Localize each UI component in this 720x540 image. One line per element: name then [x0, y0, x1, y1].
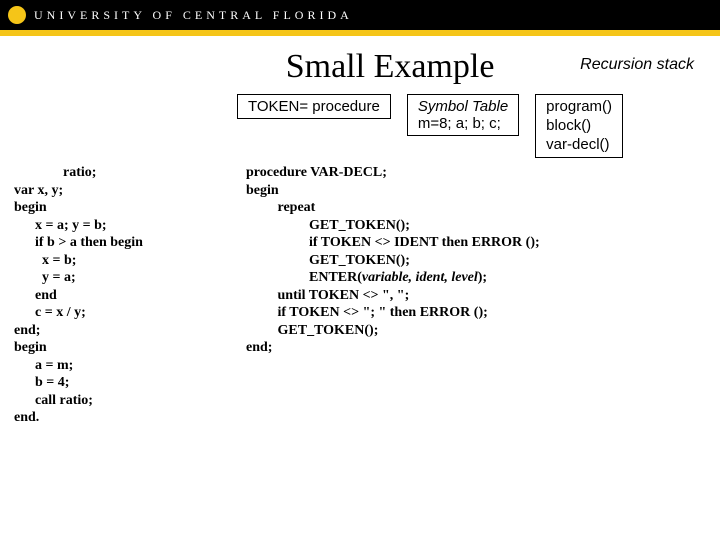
left-code-block: ratio;var x, y;begin x = a; y = b; if b …: [14, 164, 214, 427]
page-title: Small Example: [286, 48, 495, 86]
right-code-text: procedure VAR-DECL;begin repeat GET_TOKE…: [246, 165, 540, 355]
symbol-table-row: m=8; a; b; c;: [418, 115, 508, 132]
university-name: UNIVERSITY OF CENTRAL FLORIDA: [34, 8, 353, 23]
stack-box: program() block() var-decl(): [535, 94, 623, 158]
stack-item: var-decl(): [546, 136, 612, 155]
pegasus-icon: [8, 6, 26, 24]
title-row: Small Example Recursion stack: [0, 36, 720, 94]
symbol-table-box: Symbol Table m=8; a; b; c;: [407, 94, 519, 136]
stack-item: block(): [546, 117, 612, 136]
boxes-row: TOKEN= procedure Symbol Table m=8; a; b;…: [0, 94, 720, 158]
header-bar: UNIVERSITY OF CENTRAL FLORIDA: [0, 0, 720, 30]
recursion-stack-label: Recursion stack: [580, 36, 720, 74]
right-code-block: procedure VAR-DECL;begin repeat GET_TOKE…: [214, 164, 706, 427]
content-area: ratio;var x, y;begin x = a; y = b; if b …: [0, 164, 720, 427]
token-box: TOKEN= procedure: [237, 94, 391, 119]
left-code-text: ratio;var x, y;begin x = a; y = b; if b …: [14, 165, 143, 425]
stack-item: program(): [546, 98, 612, 117]
symbol-table-title: Symbol Table: [418, 98, 508, 115]
